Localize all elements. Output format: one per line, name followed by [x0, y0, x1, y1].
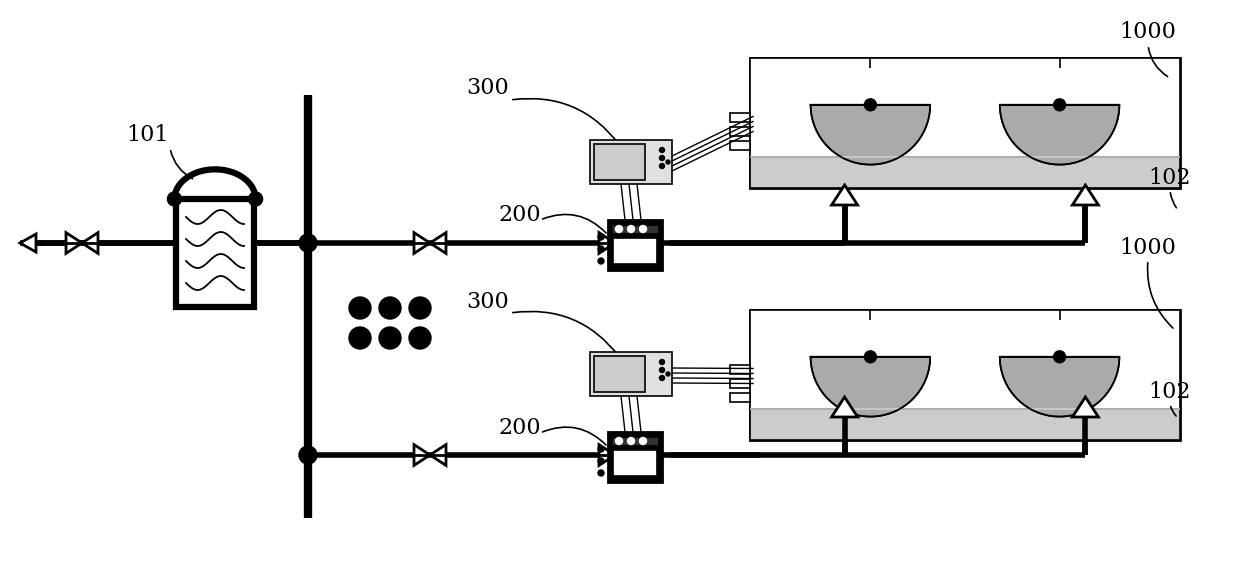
Polygon shape [66, 233, 82, 253]
Circle shape [864, 99, 877, 111]
Polygon shape [414, 445, 430, 465]
Polygon shape [615, 445, 631, 465]
Bar [613, 238, 657, 264]
Text: 300: 300 [466, 77, 510, 99]
Text: 200: 200 [498, 417, 542, 439]
Circle shape [660, 359, 665, 364]
Circle shape [1054, 351, 1065, 363]
Bar [750, 310, 1180, 440]
Circle shape [598, 446, 604, 452]
Circle shape [348, 327, 371, 349]
Polygon shape [832, 397, 858, 417]
Circle shape [660, 147, 665, 152]
Circle shape [409, 327, 432, 349]
Circle shape [615, 226, 622, 233]
Circle shape [379, 327, 401, 349]
Polygon shape [832, 185, 858, 205]
Polygon shape [20, 234, 36, 252]
Bar [730, 140, 750, 150]
Circle shape [598, 458, 604, 464]
Bar [608, 432, 662, 482]
Bar [590, 140, 672, 184]
Bar [613, 225, 658, 233]
Circle shape [666, 372, 670, 376]
Text: 102: 102 [1148, 381, 1192, 403]
Bar [176, 199, 254, 307]
Circle shape [299, 234, 317, 252]
Polygon shape [599, 445, 615, 465]
Circle shape [640, 226, 646, 233]
Circle shape [666, 160, 670, 164]
Polygon shape [599, 233, 615, 253]
Circle shape [660, 375, 665, 380]
Bar [750, 310, 1180, 409]
Circle shape [660, 155, 665, 160]
Circle shape [598, 470, 604, 476]
Circle shape [1054, 99, 1065, 111]
Circle shape [627, 438, 635, 445]
Bar [613, 450, 657, 476]
Circle shape [598, 234, 604, 240]
Circle shape [864, 351, 877, 363]
Polygon shape [615, 233, 631, 253]
Circle shape [598, 258, 604, 264]
Circle shape [660, 163, 665, 168]
Circle shape [248, 192, 263, 206]
Text: 102: 102 [1148, 167, 1192, 189]
Bar [730, 379, 750, 387]
Bar [613, 437, 658, 445]
Circle shape [598, 246, 604, 252]
Text: 300: 300 [466, 291, 510, 313]
Bar [608, 220, 662, 270]
Circle shape [409, 297, 432, 319]
Polygon shape [1073, 185, 1099, 205]
Circle shape [627, 226, 635, 233]
Circle shape [167, 192, 181, 206]
Bar [730, 113, 750, 121]
Text: 200: 200 [498, 204, 542, 226]
Bar [594, 144, 645, 180]
Bar [590, 352, 672, 396]
Bar [750, 409, 1180, 440]
Polygon shape [811, 357, 930, 417]
Circle shape [640, 438, 646, 445]
Text: 1000: 1000 [1120, 21, 1177, 43]
Circle shape [615, 438, 622, 445]
Polygon shape [414, 233, 430, 253]
Bar [730, 127, 750, 136]
Circle shape [660, 367, 665, 372]
Circle shape [299, 446, 317, 464]
Text: 101: 101 [126, 124, 169, 146]
Bar [730, 364, 750, 374]
Polygon shape [82, 233, 98, 253]
Polygon shape [999, 105, 1120, 164]
Text: 1000: 1000 [1120, 237, 1177, 259]
Polygon shape [811, 105, 930, 164]
Polygon shape [430, 445, 446, 465]
Polygon shape [1073, 397, 1099, 417]
Bar [750, 157, 1180, 188]
Bar [594, 356, 645, 392]
Polygon shape [430, 233, 446, 253]
Circle shape [348, 297, 371, 319]
Circle shape [379, 297, 401, 319]
Bar [730, 393, 750, 402]
Bar [750, 58, 1180, 157]
Bar [750, 58, 1180, 188]
Polygon shape [999, 357, 1120, 417]
